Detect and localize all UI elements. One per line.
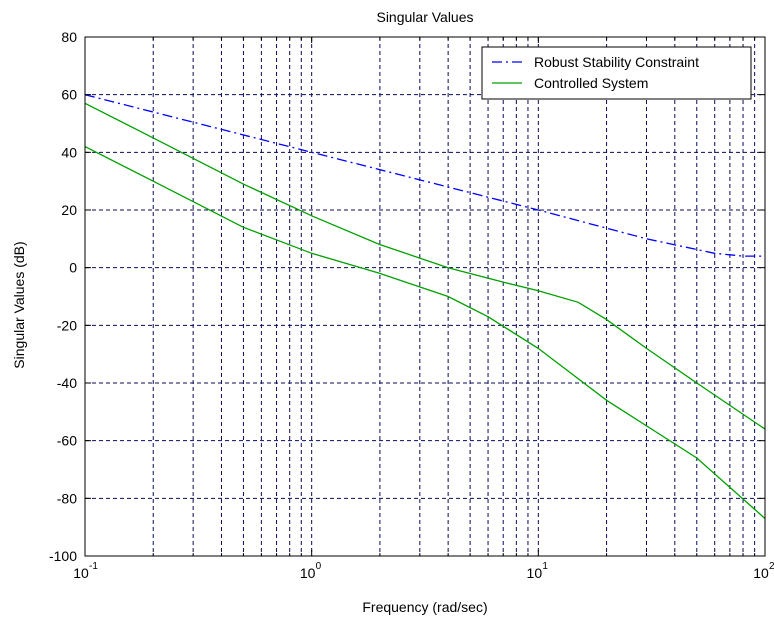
x-tick-label-base: 10	[73, 565, 89, 581]
legend-box	[481, 46, 752, 100]
x-tick-labels: 10 -1 10 0 10 1 10 2	[73, 561, 774, 581]
y-tick-label: -20	[57, 317, 77, 333]
y-tick-label: 20	[61, 202, 77, 218]
series-line-2	[84, 102, 766, 430]
x-tick-label-base: 10	[300, 565, 316, 581]
y-tick-labels: -100 -80 -60 -40 -20 0 20 40 60 80	[49, 29, 77, 564]
x-tick-label-base: 10	[753, 565, 769, 581]
x-tick-label: 10 2	[753, 561, 774, 581]
grid-lines	[85, 37, 765, 556]
series-lines	[84, 94, 766, 519]
x-tick-label-exponent: 0	[316, 561, 322, 572]
x-tick-label: 10 0	[300, 561, 322, 581]
y-tick-label: 40	[61, 144, 77, 160]
axes-frame	[84, 36, 766, 557]
x-tick-label: 10 -1	[73, 561, 98, 581]
y-tick-label: -80	[57, 490, 77, 506]
x-tick-label-base: 10	[527, 565, 543, 581]
y-axis-label: Singular Values (dB)	[11, 241, 27, 368]
series-line-3	[84, 146, 766, 519]
axis-ticks	[84, 36, 765, 557]
y-tick-label: 80	[61, 29, 77, 45]
y-tick-label: 0	[69, 260, 77, 276]
legend: Robust Stability Constraint Controlled Sy…	[481, 46, 752, 100]
x-tick-label-exponent: -1	[89, 561, 98, 572]
chart-title: Singular Values	[376, 9, 473, 25]
y-tick-label: 60	[61, 87, 77, 103]
x-tick-label: 10 1	[527, 561, 549, 581]
legend-label: Controlled System	[534, 75, 648, 91]
x-axis-label: Frequency (rad/sec)	[362, 599, 487, 615]
y-tick-label: -60	[57, 433, 77, 449]
y-tick-label: -100	[49, 548, 77, 564]
x-tick-label-exponent: 1	[542, 561, 548, 572]
x-tick-label-exponent: 2	[769, 561, 774, 572]
plot-area	[85, 37, 765, 556]
legend-label: Robust Stability Constraint	[534, 54, 699, 70]
y-tick-label: -40	[57, 375, 77, 391]
